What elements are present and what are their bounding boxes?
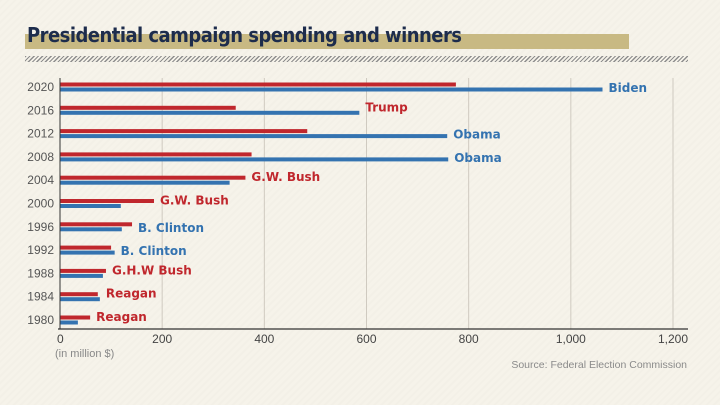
winner-label: B. Clinton bbox=[121, 244, 187, 258]
year-label: 1992 bbox=[27, 243, 54, 257]
year-label: 1996 bbox=[27, 220, 54, 234]
winner-label: Trump bbox=[365, 100, 408, 114]
year-label: 2008 bbox=[27, 150, 54, 164]
bar-democrat bbox=[60, 204, 121, 208]
bar-republican bbox=[60, 292, 98, 297]
bar-democrat bbox=[60, 134, 448, 139]
year-label: 1988 bbox=[27, 266, 54, 280]
bar-republican bbox=[60, 105, 236, 110]
x-tick-label: 0 bbox=[57, 332, 64, 346]
year-label: 2020 bbox=[27, 80, 54, 94]
year-label: 2016 bbox=[27, 103, 54, 117]
bars bbox=[60, 82, 603, 325]
source-note: Source: Federal Election Commission bbox=[511, 359, 687, 371]
bar-republican bbox=[60, 199, 154, 203]
bar-democrat bbox=[60, 180, 230, 185]
x-tick-label: 400 bbox=[254, 332, 274, 346]
year-label: 2012 bbox=[27, 127, 54, 141]
winner-label: B. Clinton bbox=[138, 221, 204, 235]
bar-republican bbox=[60, 82, 456, 87]
unit-note: (in million $) bbox=[55, 348, 115, 360]
bar-democrat bbox=[60, 110, 360, 115]
bar-republican bbox=[60, 245, 112, 250]
bar-democrat bbox=[60, 297, 100, 302]
bar-democrat bbox=[60, 227, 122, 232]
x-tick-label: 1,200 bbox=[658, 332, 688, 346]
x-tick-label: 800 bbox=[459, 332, 479, 346]
bar-republican bbox=[60, 152, 252, 157]
year-labels: 2020 2016 2012 2008 2004 2000 1996 1992 1988 1984… bbox=[27, 80, 54, 327]
winner-label: G.H.W Bush bbox=[112, 263, 192, 277]
year-label: 1980 bbox=[27, 313, 54, 327]
chart-title: Presidential campaign spending and winne… bbox=[27, 23, 462, 47]
winner-label: G.W. Bush bbox=[251, 170, 320, 184]
winner-label: Biden bbox=[609, 81, 648, 95]
winner-label: Obama bbox=[454, 151, 502, 165]
title-highlight-band bbox=[25, 34, 629, 49]
winner-label: G.W. Bush bbox=[160, 194, 229, 208]
x-tick-label: 200 bbox=[152, 332, 172, 346]
bar-democrat bbox=[60, 250, 115, 255]
bar-democrat bbox=[60, 273, 103, 278]
x-tick-labels: 0 200 400 600 800 1,000 1,200 bbox=[57, 332, 688, 346]
bar-republican bbox=[60, 175, 246, 180]
x-tick-label: 1,000 bbox=[556, 332, 586, 346]
bar-republican bbox=[60, 268, 106, 273]
bar-democrat bbox=[60, 157, 449, 162]
bar-republican bbox=[60, 129, 308, 134]
bar-republican bbox=[60, 315, 91, 320]
year-label: 2004 bbox=[27, 173, 54, 187]
bar-democrat bbox=[60, 87, 603, 92]
winner-label: Reagan bbox=[96, 310, 147, 324]
bar-democrat bbox=[60, 320, 78, 325]
gridlines bbox=[161, 78, 674, 329]
winner-label: Reagan bbox=[106, 287, 157, 301]
bar-republican bbox=[60, 222, 133, 227]
x-tick-label: 600 bbox=[356, 332, 376, 346]
winner-label: Obama bbox=[453, 128, 501, 142]
hatched-divider bbox=[25, 56, 688, 62]
year-label: 1984 bbox=[27, 290, 54, 304]
winner-labels: Biden Trump Obama Obama G.W. Bush G.W. Bush B.… bbox=[96, 81, 647, 324]
year-label: 2000 bbox=[27, 197, 54, 211]
